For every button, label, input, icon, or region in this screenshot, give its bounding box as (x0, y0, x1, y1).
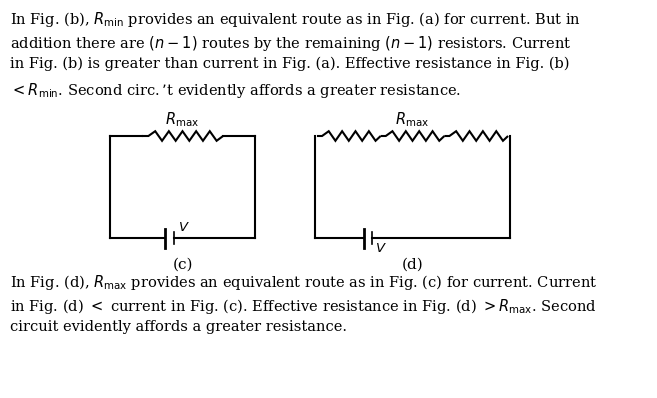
Text: $V$: $V$ (375, 242, 387, 255)
Text: addition there are $(n-1)$ routes by the remaining $(n-1)$ resistors. Current: addition there are $(n-1)$ routes by the… (10, 33, 572, 53)
Text: circuit evidently affords a greater resistance.: circuit evidently affords a greater resi… (10, 320, 347, 334)
Text: $R_{\mathrm{max}}$: $R_{\mathrm{max}}$ (396, 110, 430, 129)
Text: in Fig. (d) $<$ current in Fig. (c). Effective resistance in Fig. (d) $>R_{\math: in Fig. (d) $<$ current in Fig. (c). Eff… (10, 297, 597, 316)
Text: In Fig. (d), $R_{\mathrm{max}}$ provides an equivalent route as in Fig. (c) for : In Fig. (d), $R_{\mathrm{max}}$ provides… (10, 273, 597, 292)
Text: in Fig. (b) is greater than current in Fig. (a). Effective resistance in Fig. (b: in Fig. (b) is greater than current in F… (10, 57, 570, 71)
Text: (d): (d) (401, 258, 423, 272)
Text: In Fig. (b), $R_{\mathrm{min}}$ provides an equivalent route as in Fig. (a) for : In Fig. (b), $R_{\mathrm{min}}$ provides… (10, 10, 581, 29)
Text: (c): (c) (172, 258, 193, 272)
Text: $R_{\mathrm{max}}$: $R_{\mathrm{max}}$ (166, 110, 200, 129)
Text: $< R_{\mathrm{min}}$. Second circ. ’t evidently affords a greater resistance.: $< R_{\mathrm{min}}$. Second circ. ’t ev… (10, 80, 461, 100)
Text: $V$: $V$ (177, 221, 189, 234)
